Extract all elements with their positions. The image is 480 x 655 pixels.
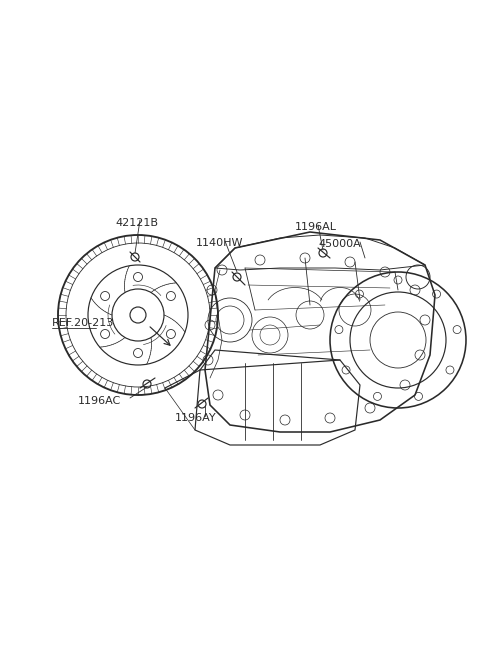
Text: 1196AY: 1196AY [175,413,216,423]
Text: 1196AC: 1196AC [78,396,121,406]
Text: 1140HW: 1140HW [196,238,243,248]
Text: 42121B: 42121B [115,218,158,228]
Text: REF.20-213: REF.20-213 [52,318,114,328]
Text: 45000A: 45000A [318,239,361,249]
Text: 1196AL: 1196AL [295,222,337,232]
